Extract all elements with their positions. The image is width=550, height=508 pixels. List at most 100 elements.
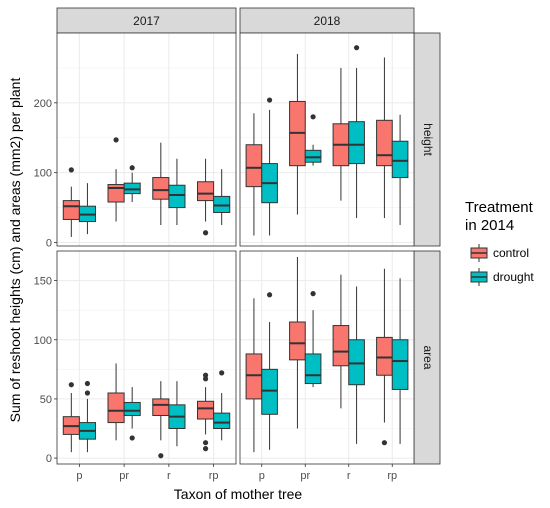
box-control-p [245,113,263,236]
box-drought-pr [123,387,141,441]
y-tick-label: 100 [34,335,52,347]
facet-strip-label: area [421,345,435,369]
y-axis-title: Sum of reshoot heights (cm) and areas (m… [7,78,23,423]
box-iqr [391,339,409,390]
box-drought-p [78,183,96,235]
outlier-point [310,291,316,297]
panel-border [56,32,237,247]
box-iqr [197,400,215,420]
box-drought-p [261,292,278,450]
panel-border [239,250,415,465]
x-tick-label: p [76,470,82,482]
box-iqr [62,200,80,220]
facet-strip-area [413,250,441,465]
legend-title: Treatment [465,199,534,216]
outlier-point [129,435,135,441]
y-tick-label: 100 [34,168,52,180]
x-tick-label: pr [300,470,310,482]
box-iqr [289,321,306,361]
box-iqr [245,144,263,188]
outlier-point [68,382,74,388]
legend-label: control [493,246,529,260]
outlier-point [84,380,91,387]
panel-2017-height: 0 100 200 [34,32,237,250]
box-control-rp [197,372,215,452]
facet-strip-label: height [421,123,435,156]
box-iqr [304,149,322,163]
box-drought-r [348,286,365,444]
box-control-r [332,274,350,409]
box-iqr [123,401,141,416]
outlier-point [129,165,135,171]
facet-strip-2018 [239,7,415,34]
box-control-rp [197,158,215,236]
box-control-pr [289,53,306,215]
box-drought-pr [123,165,141,203]
y-tick-label: 50 [40,394,52,406]
outlier-point [202,440,209,446]
x-tick-label: pr [119,470,129,482]
box-drought-rp [213,169,231,226]
facet-strip-height [413,32,441,247]
y-tick-label: 150 [34,276,52,288]
box-iqr [197,181,215,202]
legend-title: in 2014 [465,217,514,234]
outlier-point [219,370,225,376]
box-control-r [152,381,170,459]
box-drought-p [261,97,278,236]
x-tick-label: rp [209,470,219,482]
x-axis-title: Taxon of mother tree [174,486,303,502]
box-drought-r [348,45,365,219]
panel-2018-height [239,32,415,247]
box-drought-r [168,158,186,226]
box-control-r [152,142,170,226]
legend-label: drought [493,270,534,284]
box-control-pr [289,256,306,429]
outlier-point [353,45,360,51]
box-iqr [168,184,186,209]
box-iqr [348,339,365,386]
outlier-point [84,390,91,396]
box-iqr [348,121,365,165]
facet-strip-label: 2018 [314,14,341,28]
panel-border [56,250,237,465]
box-iqr [213,412,231,430]
box-control-rp [376,268,393,446]
box-control-p [62,167,80,237]
box-iqr [245,353,263,400]
outlier-point [266,97,273,103]
box-drought-p [78,380,96,453]
panel-2018-area: p pr r rp [239,250,415,482]
box-iqr [376,336,393,376]
box-iqr [152,398,170,416]
box-iqr [123,182,141,195]
legend-key-control: control [470,244,529,262]
box-iqr [261,368,278,415]
box-iqr [152,177,170,200]
box-drought-rp [391,114,409,226]
box-iqr [304,353,322,385]
box-drought-rp [391,278,409,444]
box-iqr [107,392,125,424]
x-tick-label: r [167,470,171,482]
outlier-point [113,137,119,143]
box-drought-pr [304,291,322,388]
box-control-pr [107,363,125,441]
box-control-p [245,298,263,453]
outlier-point [68,167,74,173]
outlier-point [381,440,388,446]
box-iqr [391,140,409,179]
panel-border [239,32,415,247]
outlier-point [202,230,209,236]
y-tick-label: 0 [46,453,52,465]
outlier-point [202,446,209,452]
box-drought-r [168,381,186,447]
outlier-point [266,292,273,298]
x-tick-label: r [347,470,351,482]
box-drought-pr [304,114,322,166]
facet-strip-label: 2017 [133,14,160,28]
y-tick-label: 200 [34,98,52,110]
facet-strip-2017 [56,7,237,34]
